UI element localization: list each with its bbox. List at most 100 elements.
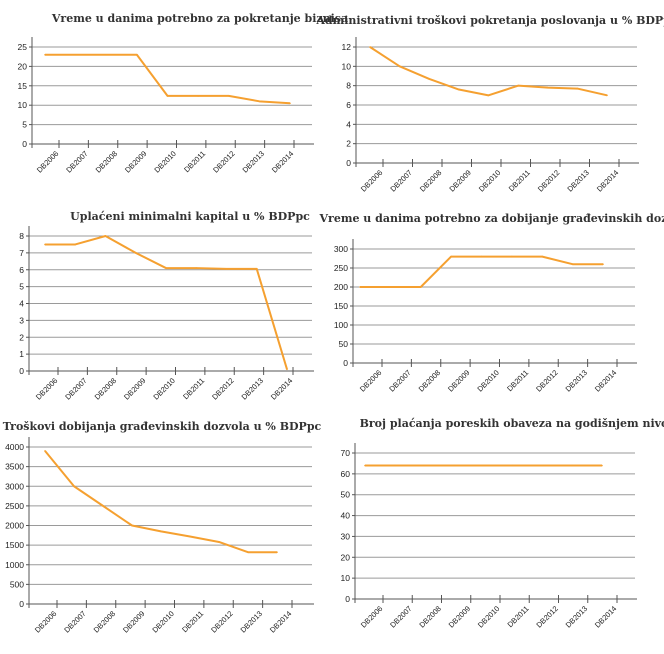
data-point bbox=[541, 464, 544, 467]
chart-title: Troškovi dobijanja građevinskih dozvola … bbox=[3, 420, 322, 433]
x-tick-label: DB2010 bbox=[477, 168, 503, 194]
x-tick-label: DB2009 bbox=[446, 368, 472, 394]
x-tick-label: DB2013 bbox=[565, 168, 591, 194]
data-point bbox=[517, 84, 519, 87]
x-tick-label: DB2013 bbox=[564, 604, 590, 630]
data-point bbox=[450, 255, 452, 258]
y-tick-label: 60 bbox=[341, 469, 351, 479]
y-tick-label: 1500 bbox=[5, 540, 24, 550]
x-tick-label: DB2013 bbox=[239, 609, 265, 635]
x-tick-label: DB2008 bbox=[418, 168, 444, 194]
x-tick-label: DB2011 bbox=[505, 368, 530, 393]
y-tick-label: 25 bbox=[18, 42, 28, 52]
y-tick-label: 15 bbox=[18, 81, 28, 91]
data-point bbox=[571, 263, 574, 266]
data-point bbox=[247, 551, 249, 553]
data-point bbox=[606, 94, 608, 97]
y-tick-label: 2 bbox=[346, 139, 351, 149]
data-point bbox=[364, 464, 366, 467]
y-tick-label: 5 bbox=[19, 282, 24, 292]
data-point bbox=[369, 46, 371, 48]
chart-5: Troškovi dobijanja građevinskih dozvola … bbox=[3, 420, 322, 635]
data-point bbox=[601, 464, 603, 467]
chart-title: Vreme u danima potrebno za dobijanje gra… bbox=[319, 212, 664, 225]
x-tick-label: DB2007 bbox=[62, 609, 88, 635]
y-tick-label: 10 bbox=[342, 61, 352, 71]
x-tick-label: DB2013 bbox=[240, 376, 266, 402]
y-tick-label: 7 bbox=[19, 248, 24, 258]
y-tick-label: 200 bbox=[334, 282, 348, 292]
chart-6: Broj plaćanja poreskih obaveza na godišn… bbox=[341, 417, 664, 630]
series-line bbox=[45, 235, 288, 370]
x-tick-label: DB2014 bbox=[269, 376, 295, 402]
y-tick-label: 0 bbox=[346, 158, 351, 168]
y-tick-label: 8 bbox=[346, 81, 351, 91]
y-tick-label: 20 bbox=[18, 61, 28, 71]
x-tick-label: DB2009 bbox=[447, 168, 473, 194]
x-tick-label: DB2012 bbox=[210, 376, 236, 402]
x-tick-label: DB2014 bbox=[268, 609, 294, 635]
data-point bbox=[393, 464, 396, 467]
x-tick-label: DB2009 bbox=[123, 149, 149, 175]
data-point bbox=[166, 95, 169, 97]
chart-1: Vreme u danima potrebno za pokretanje bi… bbox=[18, 12, 349, 175]
data-point bbox=[102, 505, 104, 507]
data-point bbox=[571, 464, 574, 467]
y-tick-label: 4 bbox=[19, 299, 24, 309]
data-point bbox=[512, 464, 514, 467]
x-tick-label: DB2008 bbox=[92, 609, 118, 635]
x-tick-label: DB2006 bbox=[34, 376, 60, 402]
y-tick-label: 30 bbox=[341, 531, 351, 541]
x-tick-label: DB2007 bbox=[388, 604, 414, 630]
x-tick-label: DB2012 bbox=[534, 368, 560, 394]
y-tick-label: 2500 bbox=[5, 501, 24, 511]
x-tick-label: DB2011 bbox=[182, 149, 207, 174]
x-tick-label: DB2008 bbox=[93, 376, 119, 402]
chart-title: Administrativni troškovi pokretanja posl… bbox=[315, 14, 664, 27]
x-tick-label: DB2012 bbox=[209, 609, 235, 635]
y-tick-label: 40 bbox=[341, 511, 351, 521]
x-tick-label: DB2010 bbox=[476, 604, 502, 630]
data-point bbox=[104, 235, 107, 237]
y-tick-label: 0 bbox=[343, 358, 348, 368]
y-tick-label: 0 bbox=[19, 366, 24, 376]
x-tick-label: DB2014 bbox=[593, 604, 619, 630]
data-point bbox=[105, 53, 108, 56]
data-point bbox=[44, 53, 46, 56]
data-point bbox=[44, 243, 46, 246]
x-tick-label: DB2010 bbox=[150, 609, 176, 635]
data-point bbox=[160, 530, 162, 533]
chart-title: Uplaćeni minimalni kapital u % BDPpc bbox=[70, 210, 310, 223]
data-point bbox=[602, 263, 604, 266]
x-tick-label: DB2014 bbox=[270, 149, 296, 175]
data-point bbox=[511, 255, 513, 258]
x-tick-label: DB2008 bbox=[417, 368, 443, 394]
y-tick-label: 3000 bbox=[5, 481, 24, 491]
data-point bbox=[44, 450, 46, 452]
y-tick-label: 8 bbox=[19, 231, 24, 241]
data-point bbox=[73, 485, 75, 488]
data-point bbox=[195, 267, 198, 269]
data-point bbox=[218, 541, 220, 543]
data-point bbox=[197, 95, 199, 97]
data-point bbox=[398, 65, 401, 68]
chart-title: Broj plaćanja poreskih obaveza na godišn… bbox=[360, 417, 664, 430]
data-point bbox=[480, 255, 483, 258]
data-point bbox=[74, 243, 77, 246]
chart-3: Uplaćeni minimalni kapital u % BDPpc 0 1 2 3… bbox=[19, 210, 314, 402]
y-tick-label: 3500 bbox=[5, 462, 24, 472]
data-point bbox=[258, 100, 261, 103]
y-tick-label: 20 bbox=[341, 552, 351, 562]
y-tick-label: 4000 bbox=[5, 442, 24, 452]
data-point bbox=[389, 286, 392, 288]
data-point bbox=[165, 267, 167, 269]
y-tick-label: 50 bbox=[339, 339, 349, 349]
y-tick-label: 10 bbox=[341, 573, 351, 583]
x-tick-label: DB2007 bbox=[63, 376, 89, 402]
y-tick-label: 2000 bbox=[5, 521, 24, 531]
y-tick-label: 10 bbox=[18, 100, 28, 110]
data-point bbox=[227, 95, 230, 97]
y-tick-label: 6 bbox=[19, 265, 24, 275]
chart-2: Administrativni troškovi pokretanja posl… bbox=[315, 14, 664, 194]
x-tick-label: DB2012 bbox=[534, 604, 560, 630]
